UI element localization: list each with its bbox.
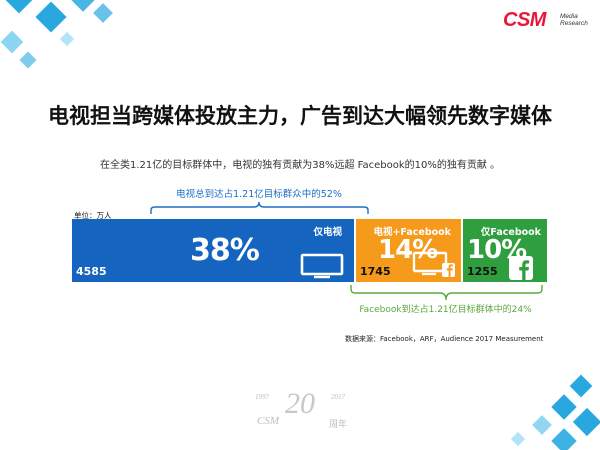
unit-label: 单位：万人 xyxy=(74,211,112,220)
bar-segment-label: 仅Facebook xyxy=(480,227,541,238)
anniv-year-end: 2017 xyxy=(331,393,345,401)
decorative-diamonds-top-left xyxy=(0,0,113,69)
logo-sub-line2: Research xyxy=(560,20,588,27)
logo-subtext: Media Research xyxy=(560,13,588,27)
bar-segment-1: 仅电视 38% 4585 xyxy=(72,219,354,282)
tv-facebook-icon xyxy=(412,251,456,283)
page-subtitle: 在全类1.21亿的目标群体中，电视的独有贡献为38%远超 Facebook的10… xyxy=(99,160,501,171)
bar-segment-percent: 14% xyxy=(378,235,438,265)
logo-text: CSM xyxy=(503,9,546,31)
logo-sub-line1: Media xyxy=(560,13,578,20)
anniv-brand: CSM xyxy=(257,415,279,427)
csm-logo: CSM Media Research xyxy=(503,9,595,35)
bar-segment-value: 4585 xyxy=(76,265,107,278)
anniversary-watermark: 1997 2017 20 CSM 周年 xyxy=(255,387,355,433)
bar-segment-2: 电视+Facebook 14% 1745 xyxy=(356,219,461,282)
bar-segment-value: 1745 xyxy=(360,265,391,278)
anniv-year-start: 1997 xyxy=(255,393,269,401)
tv-reach-brace xyxy=(150,201,369,214)
fb-reach-brace xyxy=(350,285,543,301)
bar-segment-percent: 38% xyxy=(190,233,260,268)
anniv-suffix: 周年 xyxy=(329,420,348,430)
bar-segment-3: 仅Facebook 10% 1255 xyxy=(463,219,547,282)
tv-icon xyxy=(300,253,344,283)
bar-segment-label: 电视+Facebook xyxy=(373,227,451,238)
data-source: 数据来源：Facebook，ARF，Audience 2017 Measurem… xyxy=(345,335,544,343)
bar-segment-label: 仅电视 xyxy=(313,227,342,238)
fb-reach-annotation: Facebook到达占1.21亿目标群体中的24% xyxy=(359,305,532,315)
tv-reach-annotation: 电视总到达占1.21亿目标群众中的52% xyxy=(176,189,342,200)
page-title: 电视担当跨媒体投放主力，广告到达大幅领先数字媒体 xyxy=(48,104,552,128)
facebook-icon xyxy=(509,256,533,284)
anniv-number: 20 xyxy=(285,387,315,420)
decorative-diamonds-bottom-right xyxy=(510,374,600,450)
bar-segment-value: 1255 xyxy=(467,265,498,278)
